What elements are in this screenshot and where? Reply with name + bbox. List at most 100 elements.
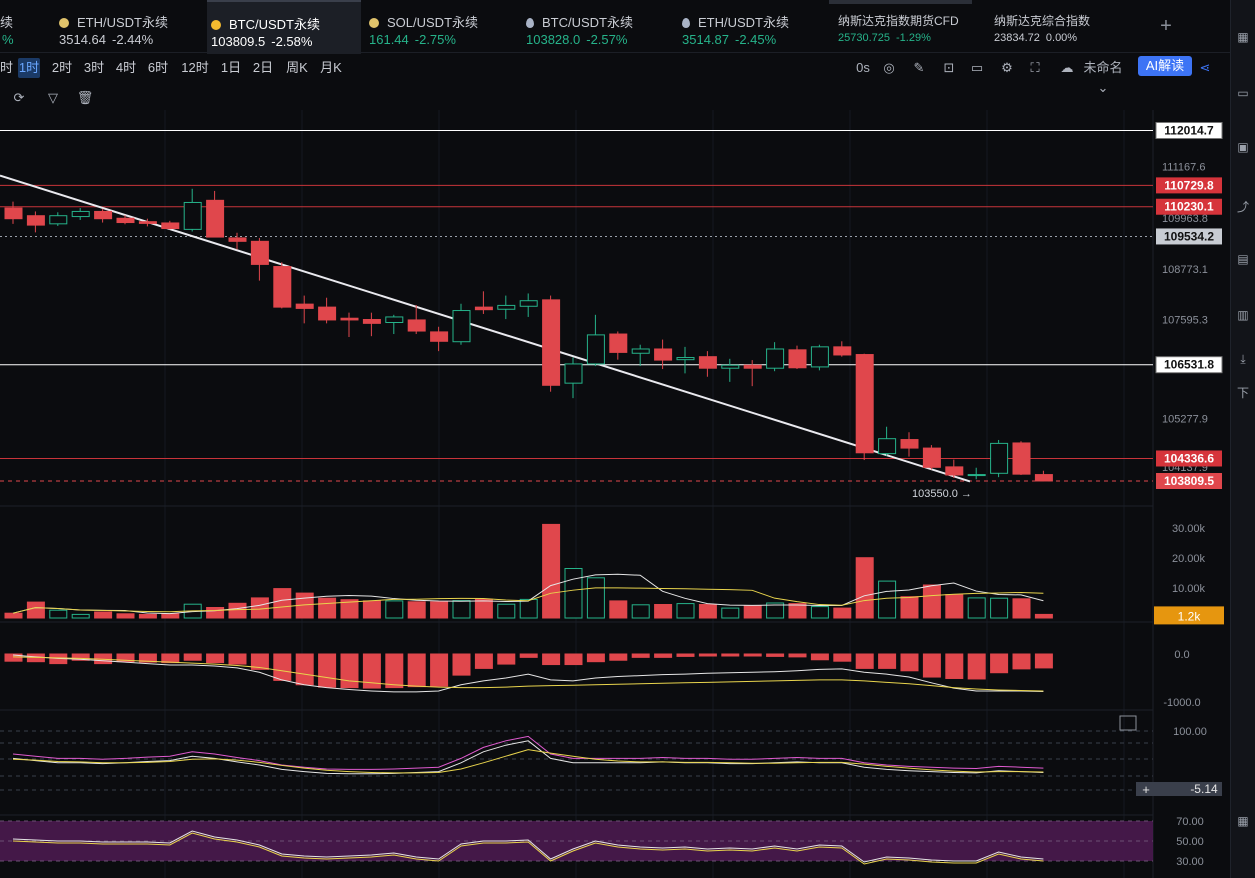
ticker-price: 3514.64 xyxy=(59,32,106,47)
cloud-icon[interactable]: ☁ xyxy=(1060,60,1074,75)
candle-body xyxy=(855,354,874,454)
level-label: 104336.6 xyxy=(1164,451,1214,465)
settings-icon[interactable]: ⚙ xyxy=(1001,60,1013,75)
timeframe-1[interactable]: 1时 xyxy=(18,58,40,78)
right-side-panel: ▦ ▭ ▣ ⤴ ▤ ▥ ⤓ 下 ▦ xyxy=(1230,0,1255,878)
timeframe-10[interactable]: 月K xyxy=(320,60,342,75)
level-label: 112014.7 xyxy=(1164,124,1214,138)
share-icon[interactable]: ⋖ xyxy=(1199,60,1211,75)
candle-body xyxy=(71,210,90,218)
candle-body xyxy=(990,442,1009,474)
screen-icon[interactable]: ▭ xyxy=(1237,86,1249,100)
timeframe-6[interactable]: 12时 xyxy=(181,60,209,75)
ticker-tab[interactable]: 纳斯达克综合指数 23834.72 0.00% xyxy=(994,0,1144,52)
filter-icon[interactable]: ▽ xyxy=(48,90,58,105)
candle-body xyxy=(340,317,359,321)
volume-bar xyxy=(833,607,852,619)
ticker-tab[interactable]: 续% xyxy=(0,0,50,52)
ticker-tab[interactable]: ETH/USDT永续 3514.87 -2.45% xyxy=(678,0,834,52)
candle-body xyxy=(721,364,740,369)
volume-bar xyxy=(318,597,337,619)
candle-body xyxy=(497,304,516,310)
volume-bar xyxy=(900,596,919,619)
level-label-bg xyxy=(1156,473,1222,489)
candle-body xyxy=(407,319,426,332)
volume-bar xyxy=(49,609,68,619)
trend-icon[interactable]: ⤴ xyxy=(1236,200,1249,214)
add-tab-button[interactable]: + xyxy=(1160,15,1172,37)
timeframe-5[interactable]: 6时 xyxy=(147,60,169,75)
camera-icon[interactable]: ◎ xyxy=(883,60,895,75)
candle-body xyxy=(430,331,449,342)
ticker-tab[interactable]: 纳斯达克指数期货CFD 25730.725 -1.29% xyxy=(838,0,990,52)
candle-body xyxy=(228,237,247,242)
candlestick-chart[interactable]: 112014.7 111167.6 109963.8 108773.1 107595.3… xyxy=(0,110,1230,878)
ticker-tab[interactable]: BTC/USDT永续 103828.0 -2.57% xyxy=(522,0,674,52)
level-label-bg xyxy=(1155,356,1223,374)
candle-body xyxy=(26,215,45,226)
volume-badge: 1.2k xyxy=(1178,609,1202,623)
ticker-change: 0.00% xyxy=(1045,32,1078,44)
pencil-icon[interactable]: ✎ xyxy=(913,60,925,75)
timeframe-8[interactable]: 2日 xyxy=(252,60,274,75)
expand-pane-icon xyxy=(1119,715,1137,731)
layout-icon[interactable]: ▭ xyxy=(970,60,984,75)
candle-body xyxy=(922,447,941,468)
timeframe-2[interactable]: 2时 xyxy=(51,60,73,75)
macd-histogram-bar xyxy=(945,653,964,679)
volume-bar xyxy=(407,601,426,619)
download-icon[interactable]: ⤓ xyxy=(1240,352,1246,366)
candle-body xyxy=(631,348,650,354)
macd-histogram-bar xyxy=(698,653,717,657)
macd-histogram-bar xyxy=(138,653,157,663)
book-icon[interactable]: ▣ xyxy=(1237,140,1249,154)
macd-histogram-bar xyxy=(71,653,90,661)
macd-dea-line xyxy=(12,656,1044,692)
candle-body xyxy=(161,222,180,230)
ai-analysis-button[interactable]: AI解读 xyxy=(1138,56,1192,76)
layout-name-dropdown[interactable]: 未命名 ⌄ xyxy=(1083,60,1123,95)
volume-bar xyxy=(273,588,292,619)
timeframe-9[interactable]: 周K xyxy=(286,60,308,75)
volume-bar xyxy=(878,580,897,619)
calendar-icon[interactable]: ▦ xyxy=(1237,814,1249,828)
etf-icon[interactable]: ▥ xyxy=(1237,308,1249,322)
ticker-price: 103828.0 xyxy=(526,32,581,47)
trash-icon[interactable]: 🗑 xyxy=(76,90,94,105)
magnet-icon[interactable]: ⟳ xyxy=(13,90,25,105)
ticker-tab[interactable]: ETH/USDT永续 3514.64 -2.44% xyxy=(55,0,203,52)
timeframe-0[interactable]: 时 xyxy=(0,60,14,75)
macd-histogram-bar xyxy=(766,653,785,657)
macd-histogram-bar xyxy=(295,653,314,686)
ticker-tab[interactable]: BTC/USDT永续 103809.5 -2.58% xyxy=(207,0,361,54)
macd-histogram-bar xyxy=(318,653,337,688)
monitor-icon[interactable]: ▤ xyxy=(1237,252,1249,266)
candle-body xyxy=(743,364,762,369)
fullscreen-icon[interactable]: ⛶ xyxy=(1030,60,1040,75)
gold-coin-icon xyxy=(369,18,379,28)
volume-bar xyxy=(116,613,135,619)
level-label-bg xyxy=(1156,177,1222,194)
ticker-tab[interactable]: SOL/USDT永续 161.44 -2.75% xyxy=(365,0,517,52)
timeframe-4[interactable]: 4时 xyxy=(115,60,137,75)
volume-bar xyxy=(810,606,829,619)
ticker-name: ETH/USDT永续 xyxy=(77,15,169,30)
ticker-name: BTC/USDT永续 xyxy=(542,15,634,30)
level-label: 106531.8 xyxy=(1164,358,1214,372)
volume-bar xyxy=(4,612,23,619)
volume-bar xyxy=(497,603,516,619)
volume-bar xyxy=(1012,598,1031,619)
ticker-change: -2.44% xyxy=(112,32,154,47)
top-drag-strip[interactable] xyxy=(829,0,972,4)
volume-bar xyxy=(250,597,269,619)
volume-bar xyxy=(206,607,225,619)
chat-icon[interactable]: ⊡ xyxy=(943,60,955,75)
ticker-price: 103809.5 xyxy=(211,34,266,49)
candle-body xyxy=(542,299,561,386)
timeframe-7[interactable]: 1日 xyxy=(220,60,242,75)
timeframe-3[interactable]: 3时 xyxy=(83,60,105,75)
volume-bar xyxy=(542,523,561,619)
grid-icon[interactable]: ▦ xyxy=(1237,30,1249,44)
candle-body xyxy=(49,215,68,225)
macd-histogram-bar xyxy=(183,653,202,661)
